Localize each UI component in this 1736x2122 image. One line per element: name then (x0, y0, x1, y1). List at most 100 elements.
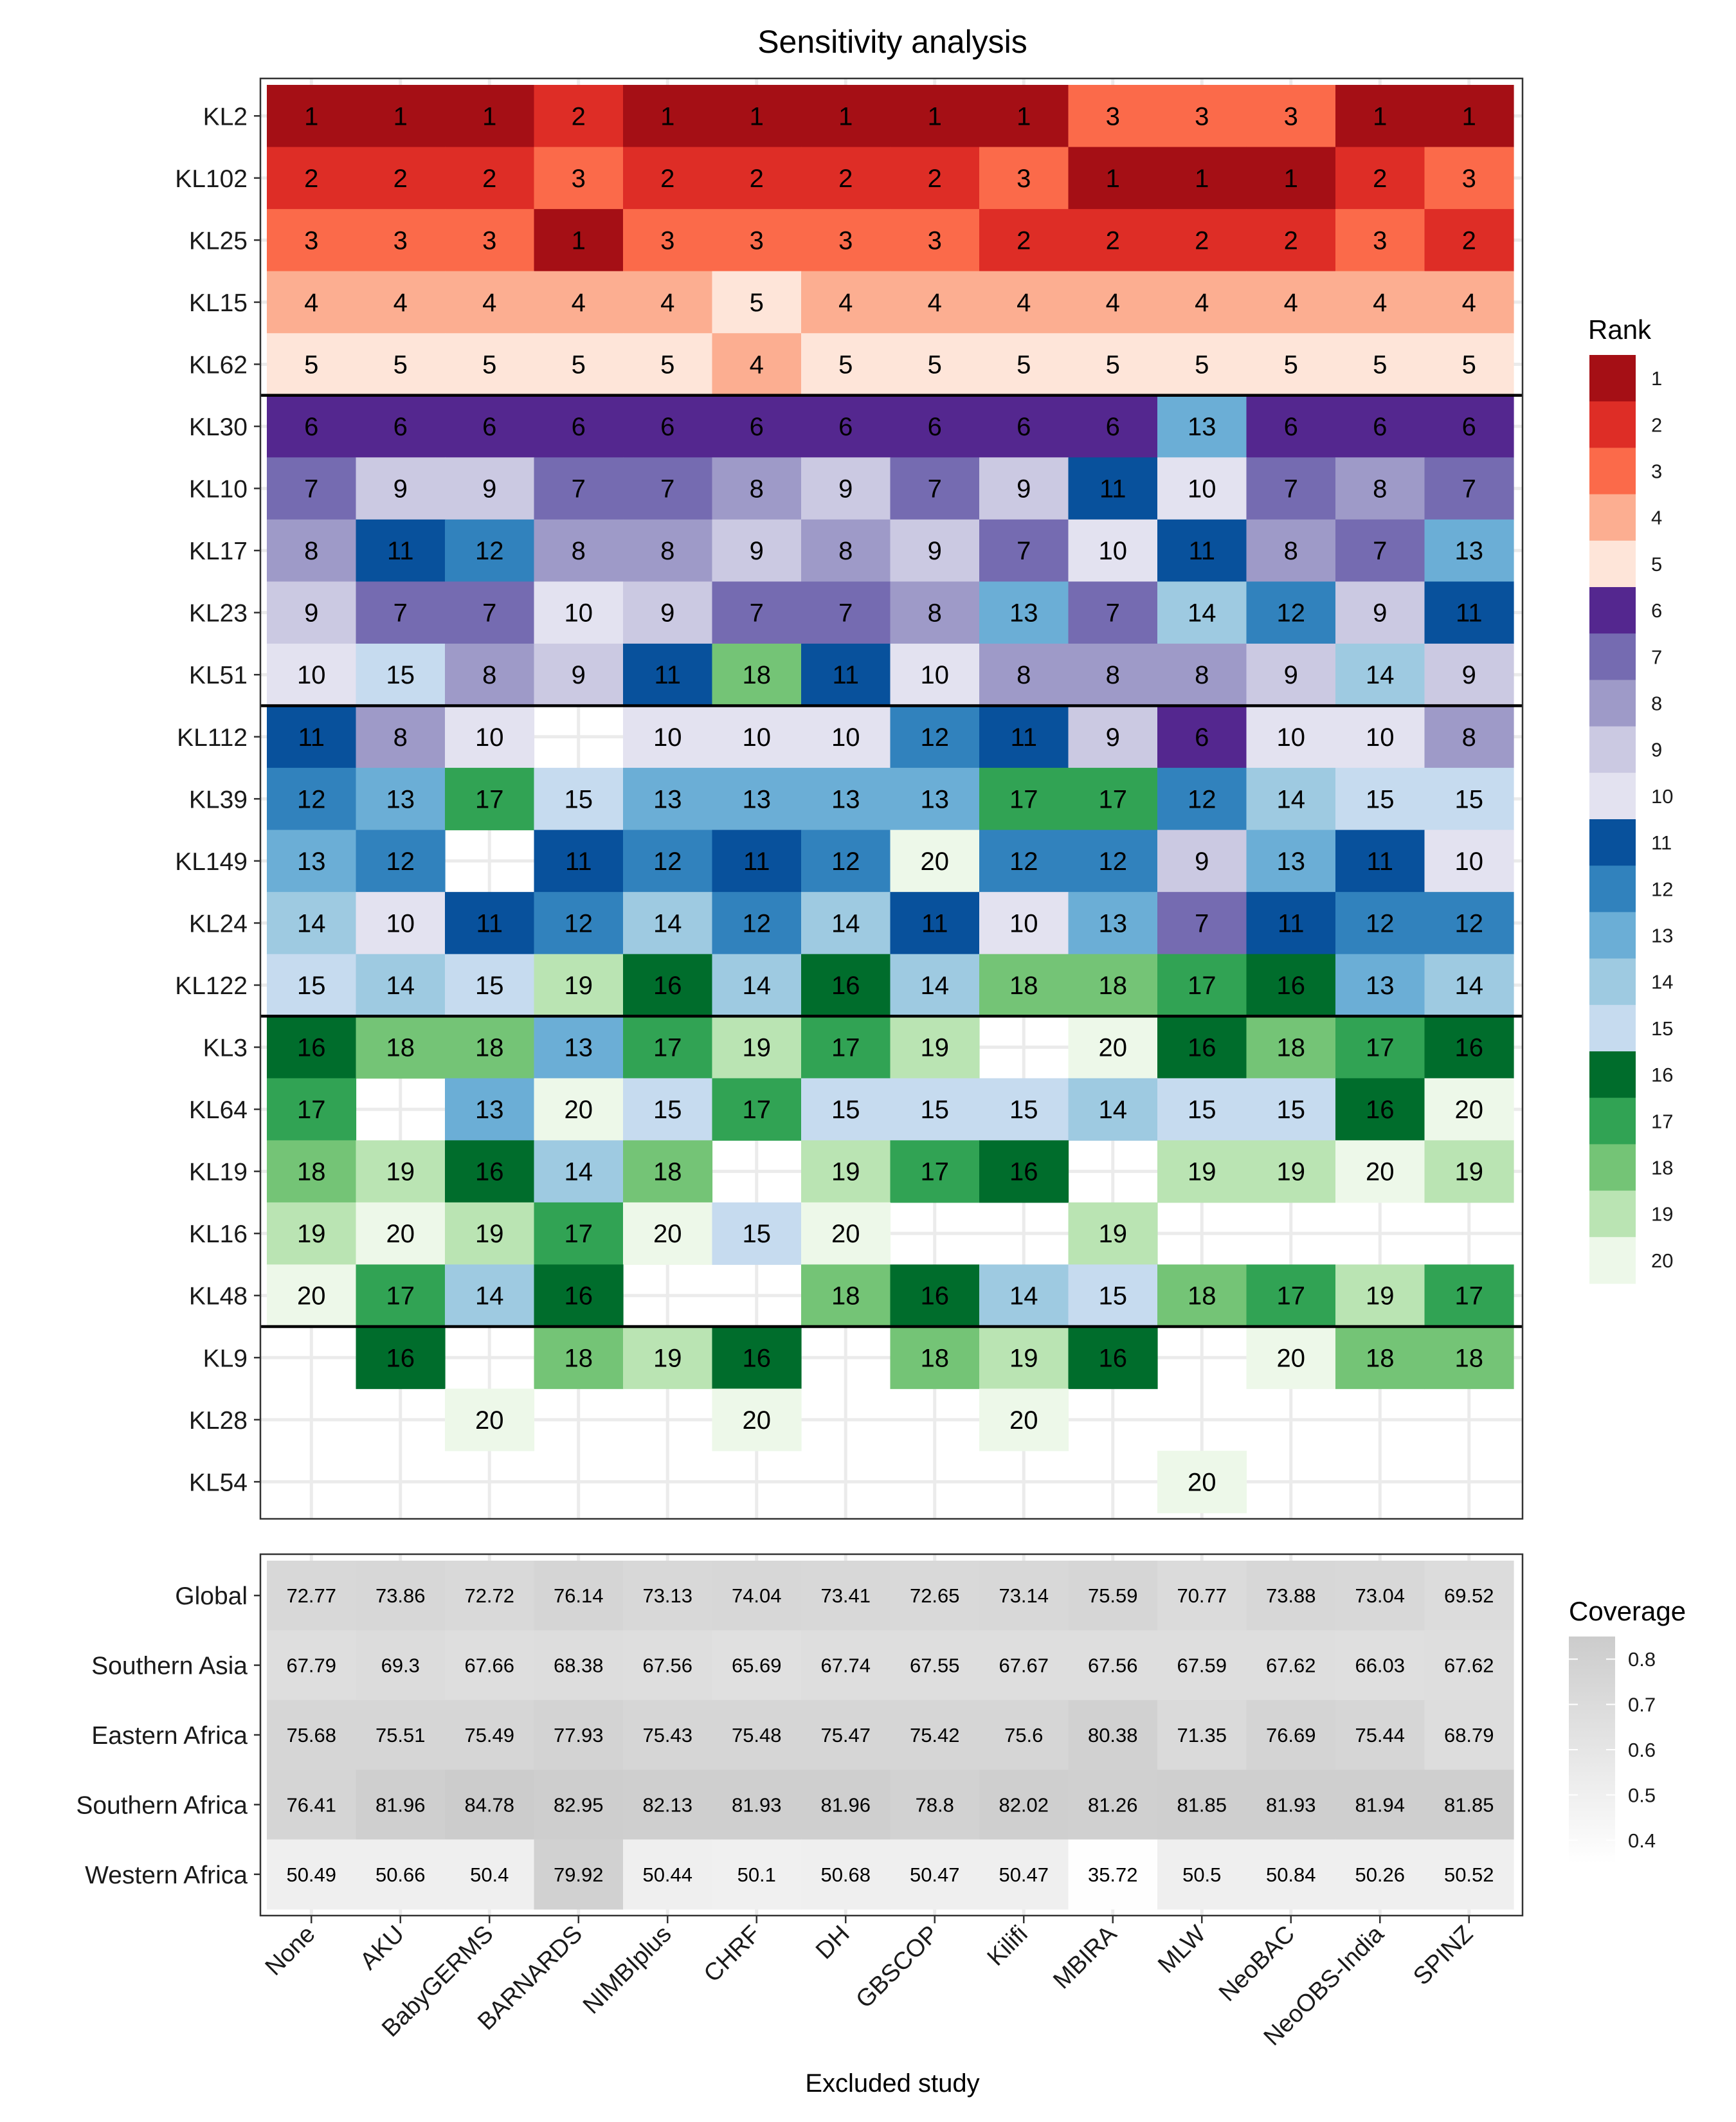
rank-cell (1068, 85, 1158, 148)
rank-cell (445, 333, 535, 396)
rank-cell (356, 643, 446, 707)
coverage-cell (801, 1770, 891, 1840)
rank-cell (801, 271, 891, 334)
rank-cell-label: 20 (921, 848, 950, 876)
rank-cell-label: 18 (1009, 972, 1038, 1000)
rank-cell-label: 20 (1099, 1034, 1128, 1062)
rank-cell (890, 892, 980, 955)
rank-cell-label: 15 (653, 1096, 682, 1124)
rank-cell-label: 7 (393, 599, 408, 628)
coverage-cell-label: 72.65 (910, 1584, 960, 1607)
coverage-cell-label: 77.93 (554, 1724, 604, 1746)
rank-cell (1335, 457, 1425, 520)
coverage-cell-label: 81.96 (820, 1793, 871, 1816)
rank-cell (1424, 1264, 1514, 1327)
rank-cell (534, 768, 624, 831)
coverage-cell (1335, 1700, 1425, 1770)
rank-cell-label: 13 (1455, 537, 1484, 565)
rank-cell (979, 333, 1069, 396)
rank-legend-swatch (1589, 1051, 1636, 1098)
rank-cell-label: 5 (304, 350, 318, 379)
rank-cell (890, 643, 980, 707)
rank-cell (979, 209, 1069, 272)
rank-legend-swatch (1589, 866, 1636, 912)
rank-cell-label: 18 (743, 661, 772, 689)
rank-cell-label: 8 (1462, 723, 1476, 752)
rank-cell (712, 1202, 802, 1265)
rank-legend-label: 7 (1651, 646, 1662, 668)
rank-legend-swatch (1589, 1144, 1636, 1192)
rank-cell-label: 16 (297, 1034, 326, 1062)
x-tick-label: DH (811, 1921, 855, 1965)
rank-cell (267, 830, 357, 893)
rank-cell-label: 16 (386, 1344, 415, 1372)
rank-cell-label: 19 (297, 1220, 326, 1248)
rank-cell-label: 17 (1188, 972, 1216, 1000)
rank-legend-title: Rank (1588, 314, 1652, 345)
rank-cell (979, 581, 1069, 644)
rank-cell-label: 1 (304, 102, 318, 131)
coverage-cell (1335, 1839, 1425, 1910)
rank-cell-label: 1 (393, 102, 408, 131)
coverage-cell (356, 1770, 446, 1840)
coverage-legend: Coverage 0.8 0.7 0.6 0.5 0.4 (1569, 1596, 1686, 1863)
rank-cell (890, 333, 980, 396)
rank-cell (534, 457, 624, 520)
rank-cell (534, 830, 624, 893)
rank-cell (801, 830, 891, 893)
rank-cell (623, 830, 713, 893)
rank-cell-label: 5 (393, 350, 408, 379)
coverage-cell (267, 1561, 357, 1631)
rank-cell (1335, 768, 1425, 831)
rank-cell (445, 1016, 535, 1079)
rank-cell-label: 12 (297, 785, 326, 813)
coverage-cell (1157, 1770, 1247, 1840)
rank-cell-label: 3 (660, 226, 674, 255)
rank-cell (267, 954, 357, 1017)
rank-cell (1157, 271, 1247, 334)
rank-cell-label: 5 (572, 350, 586, 379)
rank-cell (1157, 395, 1247, 458)
coverage-cell-label: 75.6 (1004, 1724, 1043, 1746)
coverage-cell-label: 50.49 (286, 1864, 336, 1886)
coverage-legend-label: 0.4 (1628, 1829, 1656, 1852)
rank-cell (1424, 1078, 1514, 1141)
rank-cell-label: 10 (921, 661, 950, 689)
rank-cell (356, 830, 446, 893)
rank-cell-label: 20 (743, 1406, 772, 1435)
rank-cell-label: 8 (1017, 661, 1031, 689)
rank-cell-label: 13 (1099, 909, 1128, 938)
rank-cell-label: 12 (743, 909, 772, 938)
rank-cell-label: 5 (1106, 350, 1120, 379)
rank-cell-label: 20 (1455, 1096, 1484, 1124)
rank-cell-label: 3 (838, 226, 853, 255)
rank-cell (1157, 85, 1247, 148)
rank-cell-label: 18 (831, 1282, 860, 1310)
rank-cell-label: 13 (921, 785, 950, 813)
rank-cell-label: 1 (572, 226, 586, 255)
rank-cell-label: 13 (565, 1034, 593, 1062)
coverage-cell-label: 50.68 (820, 1864, 871, 1886)
rank-cell-label: 5 (1017, 350, 1031, 379)
rank-cell-label: 8 (1195, 661, 1209, 689)
rank-cell-label: 3 (1462, 165, 1476, 193)
rank-cell-label: 6 (928, 413, 942, 441)
rank-cell-label: 2 (304, 165, 318, 193)
rank-cell-label: 10 (386, 909, 415, 938)
rank-cell (445, 705, 535, 768)
rank-cell (356, 705, 446, 768)
rank-legend-label: 16 (1651, 1064, 1673, 1086)
rank-cell-label: 9 (660, 599, 674, 628)
rank-legend-label: 15 (1651, 1017, 1673, 1040)
coverage-cell-label: 50.84 (1266, 1864, 1316, 1886)
rank-cell (623, 1140, 713, 1203)
rank-cell (267, 147, 357, 210)
rank-cell-label: 19 (1366, 1282, 1395, 1310)
rank-cell (801, 333, 891, 396)
coverage-cell (534, 1561, 624, 1631)
rank-legend-swatch (1589, 1098, 1636, 1145)
rank-cell (1246, 830, 1336, 893)
rank-cell (267, 209, 357, 272)
rank-legend-swatch (1589, 912, 1636, 959)
